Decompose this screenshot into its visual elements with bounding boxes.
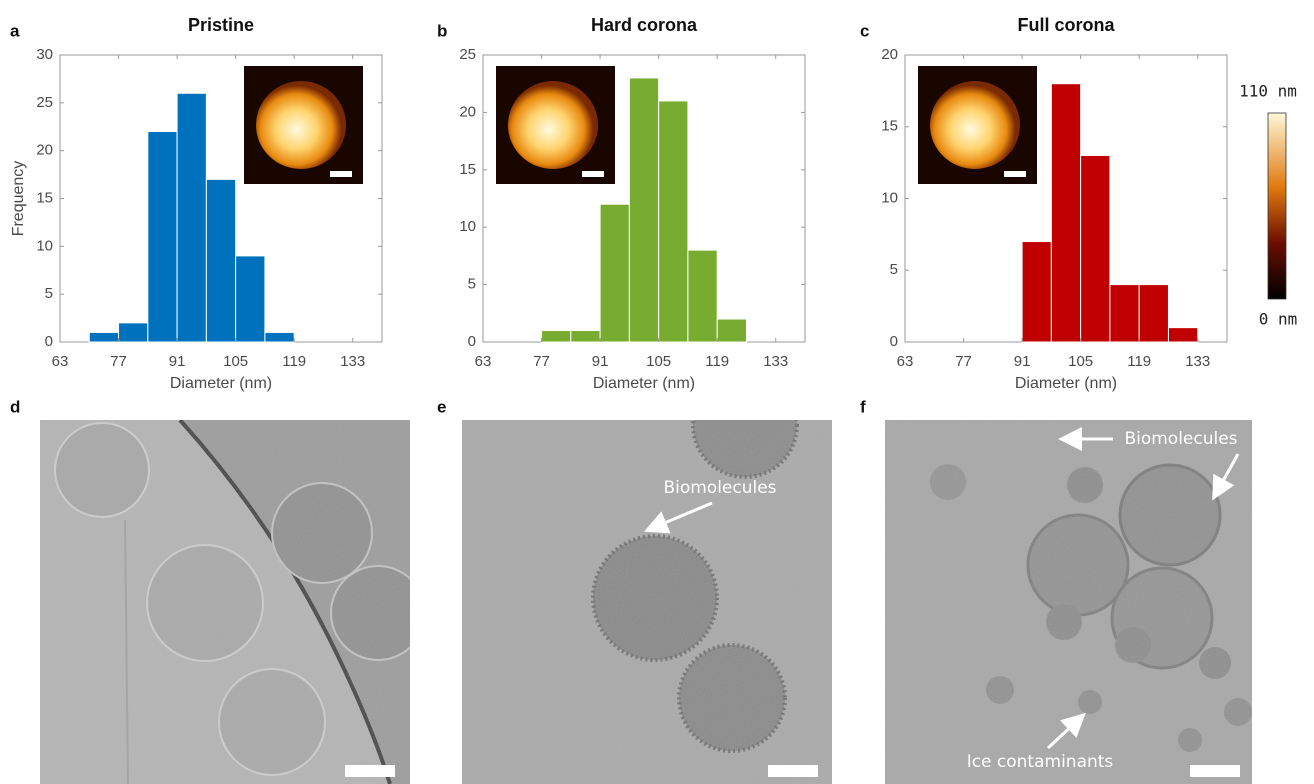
y-tick-label: 5 <box>468 276 476 293</box>
y-tick-label: 0 <box>890 333 898 350</box>
y-tick-label: 20 <box>881 46 898 63</box>
panel-label: b <box>437 21 447 40</box>
y-tick-label: 5 <box>45 285 53 302</box>
y-tick-label: 30 <box>36 46 53 63</box>
bar <box>264 331 295 343</box>
bar <box>205 178 237 343</box>
bar <box>176 92 207 343</box>
y-axis-label: Frequency <box>10 161 27 237</box>
x-tick-label: 91 <box>592 353 609 370</box>
colorbar-min-label: 0 nm <box>1259 310 1298 329</box>
x-tick-label: 77 <box>110 353 127 370</box>
chart-title: Hard corona <box>591 15 698 35</box>
bar <box>628 77 660 343</box>
colorbar-max-label: 110 nm <box>1239 82 1297 101</box>
x-tick-label: 77 <box>955 353 972 370</box>
bar <box>1080 154 1111 343</box>
bar <box>541 330 572 343</box>
x-axis-label: Diameter (nm) <box>593 375 695 392</box>
bar <box>235 255 266 343</box>
y-tick-label: 0 <box>45 333 53 350</box>
x-tick-label: 105 <box>223 353 248 370</box>
panel-label: a <box>10 21 20 40</box>
panel-label: e <box>437 397 446 416</box>
y-tick-label: 15 <box>36 189 53 206</box>
x-tick-label: 105 <box>646 353 671 370</box>
bar <box>88 331 120 343</box>
micrograph: Biomolecules <box>462 420 832 784</box>
bar <box>147 131 178 343</box>
bar <box>1167 327 1199 343</box>
x-tick-label: 63 <box>897 353 914 370</box>
bar <box>687 249 718 343</box>
y-tick-label: 15 <box>459 161 476 178</box>
x-tick-label: 105 <box>1068 353 1093 370</box>
y-tick-label: 10 <box>881 189 898 206</box>
scale-bar <box>582 171 604 177</box>
panel-label: d <box>10 397 20 416</box>
bar <box>1050 83 1082 343</box>
x-tick-label: 119 <box>705 353 729 370</box>
bar <box>599 203 630 343</box>
scale-bar <box>1004 171 1026 177</box>
bar <box>570 330 601 343</box>
x-tick-label: 133 <box>1185 353 1210 370</box>
panel-label: f <box>860 397 866 416</box>
annotation: Biomolecules <box>1124 429 1237 449</box>
x-tick-label: 63 <box>475 353 492 370</box>
inset-particle <box>930 81 1020 169</box>
panel-label: c <box>860 21 869 40</box>
y-tick-label: 5 <box>890 261 898 278</box>
bar <box>118 322 149 343</box>
x-tick-label: 91 <box>169 353 186 370</box>
y-tick-label: 25 <box>459 46 476 63</box>
x-tick-label: 119 <box>282 353 306 370</box>
micrograph <box>40 420 410 784</box>
annotation: Ice contaminants <box>967 752 1114 772</box>
chart-title: Full corona <box>1017 15 1115 35</box>
x-axis-label: Diameter (nm) <box>1015 375 1117 392</box>
bar <box>1109 284 1140 343</box>
inset-particle <box>508 81 598 169</box>
y-tick-label: 25 <box>36 94 53 111</box>
bar <box>658 100 689 343</box>
y-tick-label: 20 <box>459 103 476 120</box>
colorbar <box>1267 112 1287 300</box>
scale-bar <box>330 171 352 177</box>
y-tick-label: 10 <box>459 218 476 235</box>
x-tick-label: 133 <box>763 353 788 370</box>
y-tick-label: 10 <box>36 237 53 254</box>
x-axis-label: Diameter (nm) <box>170 375 272 392</box>
micrograph: Biomolecules Ice contaminants <box>885 420 1252 784</box>
x-tick-label: 63 <box>52 353 69 370</box>
y-tick-label: 15 <box>881 118 898 135</box>
bar <box>1021 241 1052 343</box>
x-tick-label: 91 <box>1014 353 1031 370</box>
x-tick-label: 77 <box>533 353 550 370</box>
y-tick-label: 0 <box>468 333 476 350</box>
y-tick-label: 20 <box>36 142 53 159</box>
x-tick-label: 119 <box>1127 353 1151 370</box>
annotation: Biomolecules <box>663 478 776 498</box>
chart-title: Pristine <box>188 15 254 35</box>
bar <box>716 318 747 343</box>
bar <box>1138 284 1169 343</box>
inset-particle <box>256 81 346 169</box>
x-tick-label: 133 <box>340 353 365 370</box>
